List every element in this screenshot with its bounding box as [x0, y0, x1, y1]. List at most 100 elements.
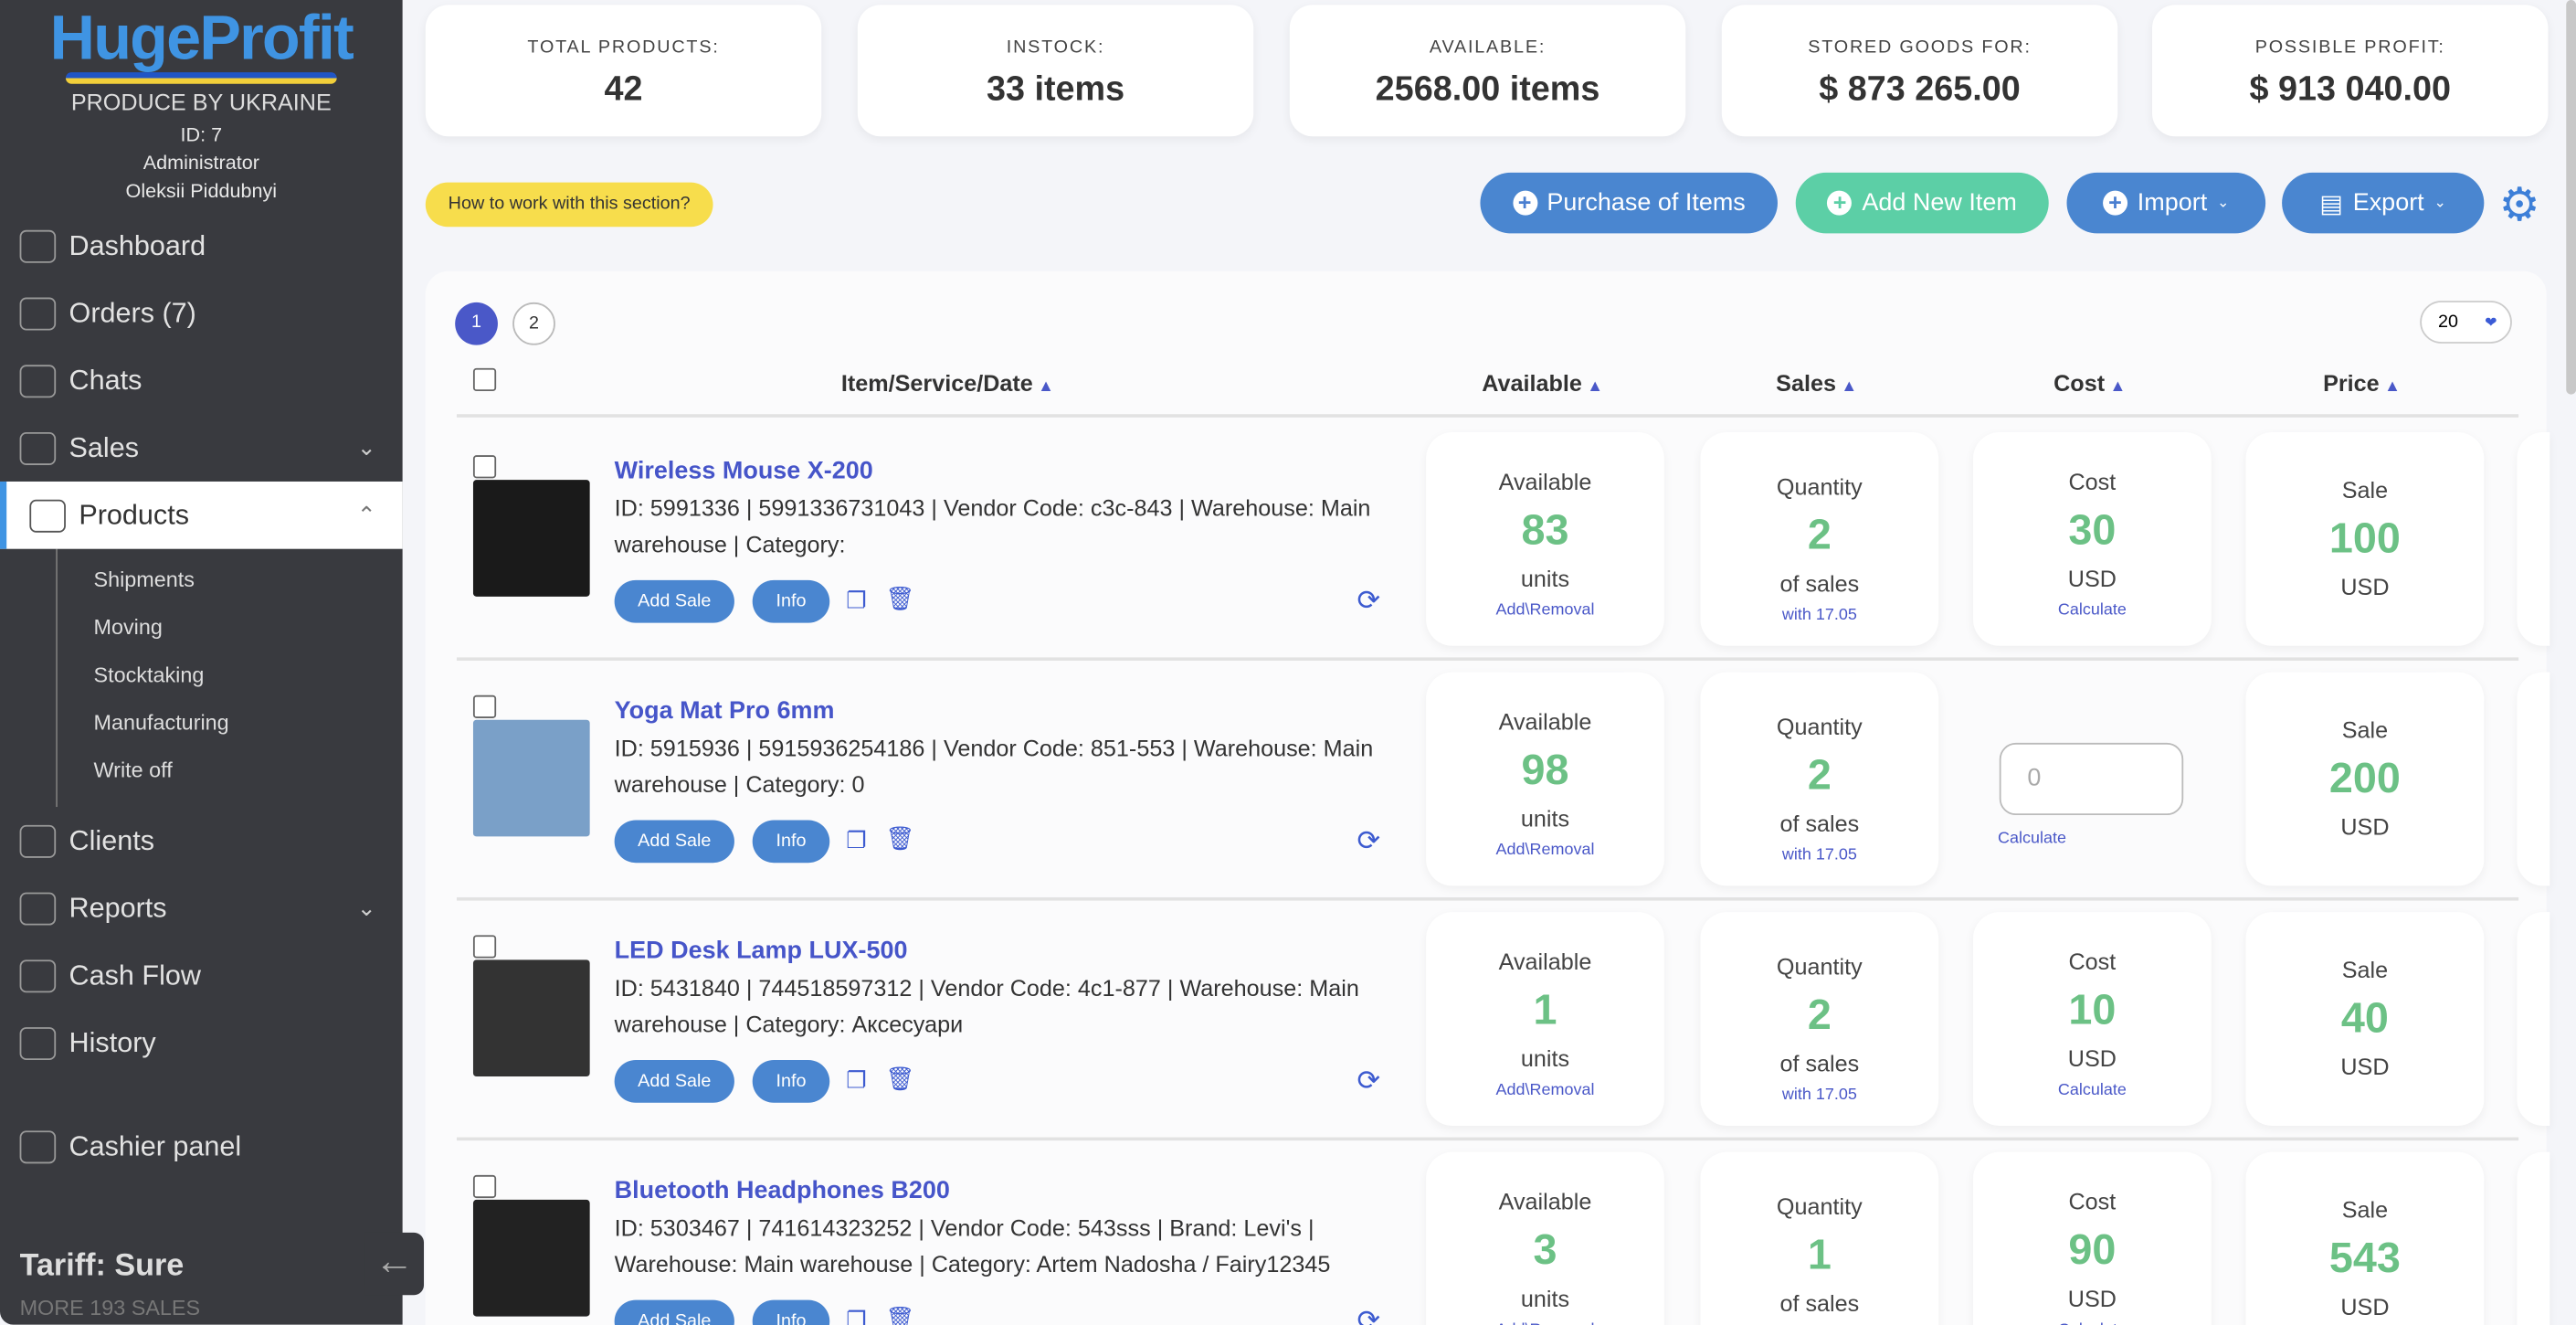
- card-link[interactable]: with 17.05: [1781, 846, 1857, 865]
- card-value: 90: [2068, 1224, 2117, 1274]
- calculate-link[interactable]: Calculate: [1997, 830, 2066, 849]
- info-button[interactable]: Info: [752, 1060, 830, 1103]
- card-value: 543: [2328, 1232, 2401, 1282]
- product-name-link[interactable]: Wireless Mouse X-200: [614, 456, 873, 485]
- product-name-link[interactable]: Bluetooth Headphones B200: [614, 1176, 950, 1205]
- card-link[interactable]: with 17.05: [1781, 1086, 1857, 1105]
- per-page-select[interactable]: 20 ❤: [2420, 301, 2512, 344]
- trash-icon[interactable]: 🗑: [885, 824, 915, 852]
- add-sale-button[interactable]: Add Sale: [614, 579, 734, 623]
- trash-icon[interactable]: 🗑: [885, 1305, 915, 1325]
- card-link[interactable]: Calculate: [2057, 601, 2127, 620]
- submenu-write-off[interactable]: Write off: [93, 758, 173, 783]
- cart-icon: [19, 296, 57, 330]
- sidebar-item-reports[interactable]: Reports ⌄: [0, 874, 403, 942]
- row-checkbox[interactable]: [472, 694, 497, 718]
- product-name-link[interactable]: Yoga Mat Pro 6mm: [614, 696, 835, 726]
- stat-card: AVAILABLE: 2568.00 items: [1289, 5, 1686, 137]
- settings-action-icon[interactable]: ⟳: [1357, 1065, 1381, 1097]
- ukraine-flag-ribbon: [65, 72, 337, 84]
- page-scrollbar[interactable]: [2566, 0, 2576, 395]
- page-2-button[interactable]: 2: [512, 302, 555, 345]
- export-doc-icon: ▤: [2319, 189, 2343, 218]
- sidebar-item-cashier-panel[interactable]: Cashier panel: [0, 1113, 403, 1181]
- per-page-value: 20: [2437, 312, 2459, 333]
- copy-icon[interactable]: ❐: [846, 1066, 867, 1094]
- sidebar-item-sales[interactable]: Sales ⌄: [0, 414, 403, 482]
- logo[interactable]: HugeProfit PRODUCE BY UKRAINE: [0, 0, 403, 115]
- add-sale-button[interactable]: Add Sale: [614, 820, 734, 864]
- user-id: ID: 7: [180, 122, 223, 147]
- submenu-shipments[interactable]: Shipments: [93, 567, 195, 592]
- help-button[interactable]: How to work with this section?: [425, 182, 713, 228]
- card-label: Cost: [2068, 1188, 2117, 1215]
- column-header-cost[interactable]: Cost ▲: [2053, 370, 2126, 397]
- info-button[interactable]: Info: [752, 820, 830, 864]
- settings-action-icon[interactable]: ⟳: [1357, 585, 1381, 617]
- card-link[interactable]: Add\Removal: [1495, 841, 1595, 860]
- card-link[interactable]: Add\Removal: [1495, 601, 1595, 620]
- submenu-moving[interactable]: Moving: [93, 614, 163, 640]
- stat-card: POSSIBLE PROFIT: $ 913 040.00: [2152, 5, 2549, 137]
- card-value: 30: [2068, 504, 2117, 555]
- settings-action-icon[interactable]: ⟳: [1357, 1305, 1381, 1325]
- collapse-sidebar-button[interactable]: ←: [364, 1232, 425, 1296]
- card-link[interactable]: Calculate: [1973, 1321, 2212, 1325]
- product-details: ID: 5991336 | 5991336731043 | Vendor Cod…: [614, 494, 1371, 557]
- page-1-button[interactable]: 1: [455, 302, 498, 345]
- copy-icon[interactable]: ❐: [846, 1306, 867, 1325]
- info-button[interactable]: Info: [752, 579, 830, 623]
- copy-icon[interactable]: ❐: [846, 826, 867, 853]
- sidebar-item-clients[interactable]: Clients: [0, 807, 403, 874]
- column-header-available[interactable]: Available ▲: [1482, 370, 1603, 397]
- row-checkbox[interactable]: [472, 935, 497, 959]
- row-checkbox[interactable]: [472, 455, 497, 479]
- row-checkbox[interactable]: [472, 1174, 497, 1199]
- add-new-item-button[interactable]: + Add New Item: [1795, 172, 2049, 234]
- product-thumbnail[interactable]: [472, 959, 590, 1077]
- purchase-button[interactable]: + Purchase of Items: [1480, 172, 1778, 234]
- info-button[interactable]: Info: [752, 1299, 830, 1325]
- card-link[interactable]: Add\Removal: [1495, 1081, 1595, 1100]
- label: Products: [79, 498, 189, 531]
- select-all-checkbox[interactable]: [472, 367, 497, 392]
- sidebar-item-orders[interactable]: Orders (7): [0, 280, 403, 347]
- settings-gear-icon[interactable]: ⚙: [2498, 179, 2540, 230]
- copy-icon[interactable]: ❐: [846, 587, 867, 613]
- card-unit: USD: [2340, 1293, 2390, 1320]
- card-link[interactable]: with 17.05: [1781, 606, 1857, 625]
- trash-icon[interactable]: 🗑: [885, 1065, 915, 1092]
- user-name: Oleksii Piddubnyi: [125, 179, 278, 203]
- settings-action-icon[interactable]: ⟳: [1357, 824, 1381, 857]
- product-thumbnail[interactable]: [472, 1199, 590, 1317]
- add-sale-button[interactable]: Add Sale: [614, 1299, 734, 1325]
- product-name-link[interactable]: LED Desk Lamp LUX-500: [614, 937, 908, 965]
- column-header-price[interactable]: Price ▲: [2323, 370, 2401, 397]
- column-header-sales[interactable]: Sales ▲: [1776, 370, 1857, 397]
- card-link[interactable]: Calculate: [2057, 1081, 2127, 1100]
- sidebar-item-products[interactable]: Products ⌃: [0, 481, 403, 549]
- sidebar-item-dashboard[interactable]: Dashboard: [0, 212, 403, 280]
- card-unit: USD: [2067, 565, 2117, 592]
- sort-icon: ▲: [1841, 377, 1858, 397]
- sidebar-item-history[interactable]: History: [0, 1009, 403, 1076]
- user-role: Administrator: [143, 151, 259, 175]
- sidebar-item-chats[interactable]: Chats: [0, 346, 403, 414]
- column-header-item[interactable]: Item/Service/Date ▲: [841, 370, 1054, 397]
- submenu-stocktaking[interactable]: Stocktaking: [93, 662, 205, 687]
- calendar-clock-icon: [19, 1026, 57, 1060]
- card-link[interactable]: Add\Removal: [1426, 1321, 1664, 1325]
- trash-icon[interactable]: 🗑: [885, 585, 915, 612]
- submenu-manufacturing[interactable]: Manufacturing: [93, 709, 229, 735]
- export-button[interactable]: ▤ Export ⌄: [2282, 172, 2485, 234]
- product-thumbnail[interactable]: [472, 719, 590, 837]
- row-divider: [456, 896, 2519, 901]
- cost-input[interactable]: 0: [1999, 742, 2184, 816]
- product-details: ID: 5915936 | 5915936254186 | Vendor Cod…: [614, 734, 1374, 798]
- add-sale-button[interactable]: Add Sale: [614, 1060, 734, 1103]
- card-label: Sale: [2341, 956, 2389, 983]
- product-thumbnail[interactable]: [472, 480, 590, 597]
- sidebar-item-cash-flow[interactable]: Cash Flow: [0, 942, 403, 1010]
- import-button[interactable]: + Import ⌄: [2066, 172, 2266, 234]
